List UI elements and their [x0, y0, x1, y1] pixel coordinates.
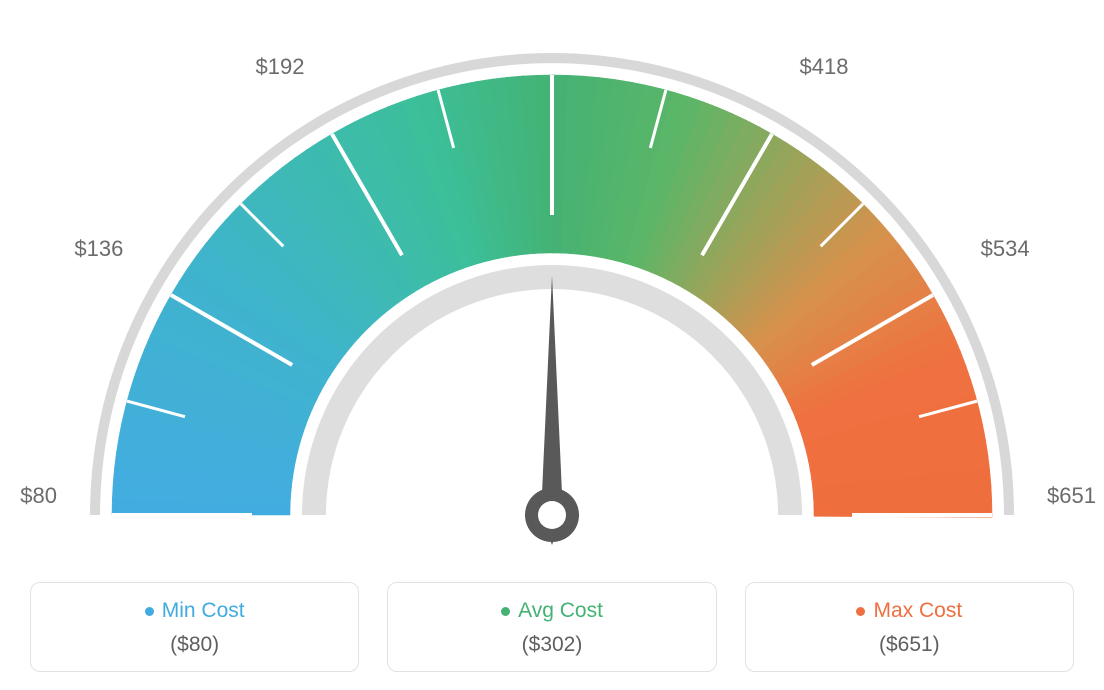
- legend-card-min: Min Cost ($80): [30, 582, 359, 672]
- legend-max-label: Max Cost: [856, 599, 962, 623]
- legend-avg-label: Avg Cost: [501, 599, 603, 623]
- tick-label: $80: [0, 483, 57, 509]
- gauge-svg: [0, 20, 1104, 580]
- legend-avg-value: ($302): [398, 633, 705, 657]
- legend-card-max: Max Cost ($651): [745, 582, 1074, 672]
- tick-label: $136: [53, 236, 123, 262]
- cost-gauge-infographic: $80$136$192$302$418$534$651 Min Cost ($8…: [0, 0, 1104, 690]
- tick-label: $192: [235, 54, 305, 80]
- legend-card-avg: Avg Cost ($302): [387, 582, 716, 672]
- legend-max-value: ($651): [756, 633, 1063, 657]
- legend-row: Min Cost ($80) Avg Cost ($302) Max Cost …: [0, 582, 1104, 672]
- tick-label: $418: [800, 54, 849, 80]
- gauge-area: $80$136$192$302$418$534$651: [0, 20, 1104, 570]
- legend-min-value: ($80): [41, 633, 348, 657]
- legend-min-label: Min Cost: [145, 599, 245, 623]
- tick-label: $651: [1047, 483, 1096, 509]
- tick-label: $534: [981, 236, 1030, 262]
- needle-hub-hole: [538, 501, 566, 529]
